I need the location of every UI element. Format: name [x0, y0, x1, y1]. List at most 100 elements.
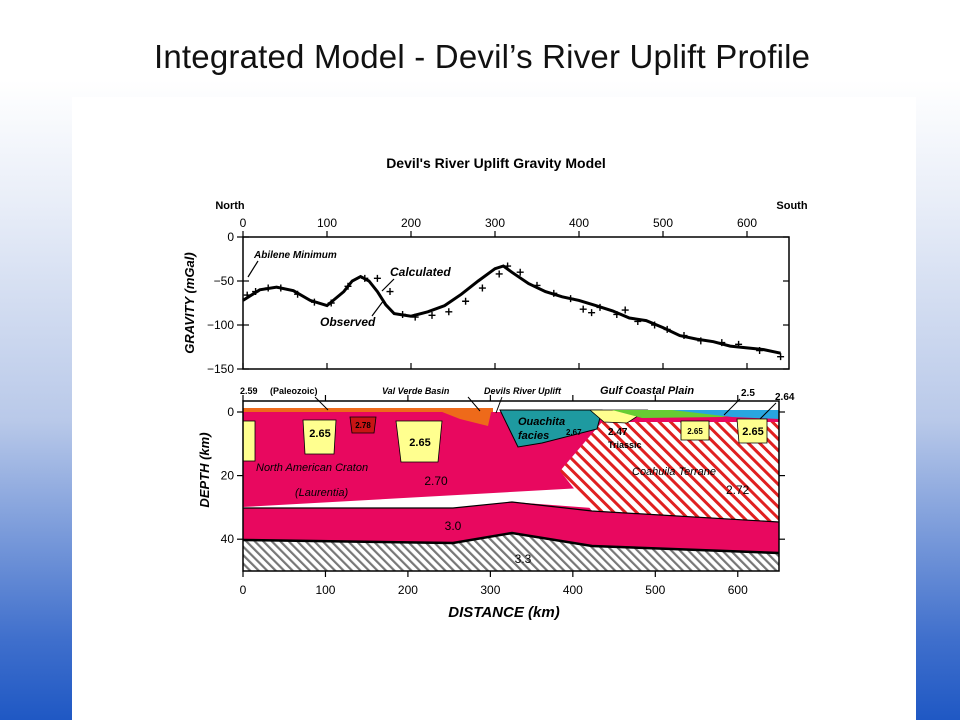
coahuila-label: Coahuila Terrane [632, 466, 716, 478]
devils-river-pointer [495, 396, 503, 414]
top-label-25: 2.5 [741, 388, 755, 399]
paleozoic-pointer [314, 396, 329, 411]
top-label-264: 2.64 [775, 392, 795, 403]
observed-point [680, 332, 688, 340]
section-x-tick-label: 0 [240, 583, 247, 597]
section-y-tick-label: 20 [221, 469, 235, 483]
observed-point [294, 290, 302, 298]
observed-point [533, 281, 541, 289]
observed-point [277, 284, 285, 292]
craton-density: 2.70 [424, 474, 448, 488]
section-xlabel: DISTANCE (km) [448, 604, 559, 621]
north-label: North [215, 200, 245, 212]
observed-point [495, 270, 503, 278]
gravity-x-tick-label: 0 [240, 216, 247, 230]
observed-point [516, 268, 524, 276]
section-x-tick-label: 200 [398, 583, 418, 597]
observed-point [735, 340, 743, 348]
top-label-paleozoic: (Paleozoic) [270, 386, 318, 396]
yellow-block-west [242, 420, 256, 462]
yellow-block-c-density: 2.65 [687, 427, 703, 436]
observed-point [327, 299, 335, 307]
section-y-tick-label: 0 [227, 405, 234, 419]
section-y-ticks: 0 20 40 [221, 405, 785, 546]
observed-point [428, 311, 436, 319]
section-x-tick-label: 100 [315, 583, 335, 597]
gravity-x-tick-label: 300 [485, 216, 505, 230]
calculated-annotation: Calculated [390, 265, 451, 279]
yellow-block-c [680, 420, 710, 441]
ouachita-label-line1: Ouachita [518, 416, 565, 428]
gravity-x-tick-label: 500 [653, 216, 673, 230]
ouachita-facies-body [499, 409, 603, 448]
gravity-x-ticks: 0 100 200 300 400 500 600 [240, 216, 757, 369]
observed-point [361, 274, 369, 282]
cross-section-frame [242, 400, 780, 572]
top-label-gulf-coastal: Gulf Coastal Plain [600, 385, 694, 397]
gravity-ylabel: GRAVITY (mGal) [182, 252, 197, 353]
observed-point [567, 295, 575, 303]
observed-point [445, 308, 453, 316]
top-label-devils-river: Devils River Uplift [484, 386, 562, 396]
observed-point [386, 288, 394, 296]
val-verde-basin-body [432, 408, 492, 426]
top-label-val-verde: Val Verde Basin [382, 386, 450, 396]
triassic-density: 2.47 [608, 427, 628, 438]
observed-point [478, 284, 486, 292]
observed-point [663, 325, 671, 333]
cross-section-plot: 2.65 2.78 2.65 2.65 2.65 North American … [197, 385, 795, 621]
top-label-259: 2.59 [240, 386, 258, 396]
yellow-block-d [736, 418, 768, 444]
observed-point [588, 309, 596, 317]
abilene-minimum-annotation: Abilene Minimum [253, 250, 337, 261]
observed-point [777, 353, 785, 361]
gravity-x-tick-label: 100 [317, 216, 337, 230]
yellow-block-b-density: 2.65 [409, 437, 430, 449]
gravity-y-ticks: 0 −50 −100 −150 [207, 230, 789, 376]
gravity-model-figure: Devil's River Uplift Gravity Model North… [182, 155, 808, 621]
lower-crust-body [243, 502, 779, 553]
blue-coastal-layer [672, 410, 779, 419]
observed-point [579, 305, 587, 313]
yellow-block-d-density: 2.65 [742, 426, 763, 438]
south-label: South [776, 200, 807, 212]
observed-point [634, 317, 642, 325]
gravity-y-tick-label: −100 [207, 318, 234, 332]
craton-label: North American Craton [256, 462, 368, 474]
observed-point [504, 262, 512, 270]
observed-gravity-points [243, 262, 785, 361]
gravity-y-tick-label: 0 [227, 230, 234, 244]
observed-point [596, 303, 604, 311]
observed-point [373, 274, 381, 282]
abilene-pointer [247, 260, 259, 278]
observed-pointer [371, 299, 385, 317]
gravity-plot: 0 100 200 300 400 500 600 0 −50 −100 −150 GRAVITY… [182, 216, 790, 376]
calculated-pointer [381, 278, 395, 292]
yellow-block-a [302, 419, 337, 455]
moho-boundary [242, 531, 780, 555]
observed-point [718, 339, 726, 347]
observed-point [697, 337, 705, 345]
pointer-264 [759, 402, 777, 420]
observed-annotation: Observed [320, 315, 376, 329]
section-x-tick-label: 300 [480, 583, 500, 597]
paleozoic-layer [243, 408, 493, 412]
slide-title: Integrated Model - Devil’s River Uplift … [154, 38, 811, 75]
gravity-y-tick-label: −150 [207, 362, 234, 376]
observed-point [344, 282, 352, 290]
gravity-x-tick-label: 200 [401, 216, 421, 230]
section-x-tick-label: 600 [728, 583, 748, 597]
observed-point [243, 291, 251, 299]
observed-point [462, 297, 470, 305]
coahuila-terrane-body [560, 422, 779, 522]
yellow-block-a-density: 2.65 [309, 428, 330, 440]
calculated-gravity-line [242, 264, 781, 355]
observed-point [399, 310, 407, 318]
section-y-tick-label: 40 [221, 532, 235, 546]
val-verde-pointer [467, 396, 481, 412]
section-ylabel: DEPTH (km) [197, 432, 212, 507]
observed-point [550, 289, 558, 297]
section-x-ticks: 0 100 200 300 400 500 600 [240, 395, 748, 597]
craton-sublabel: (Laurentia) [295, 487, 349, 499]
red-block-density: 2.78 [355, 421, 371, 430]
